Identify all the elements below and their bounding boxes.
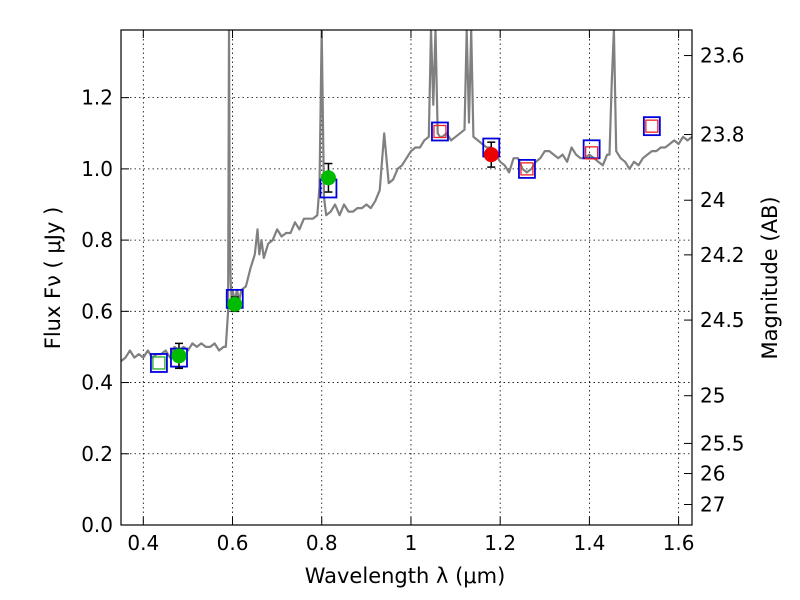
inner-square-marker	[152, 356, 166, 370]
x-tick-label: 1.2	[484, 531, 516, 555]
magnitude-tick-label: 23.8	[700, 123, 745, 147]
x-tick-label: 1.4	[573, 531, 605, 555]
magnitude-tick-label: 23.6	[700, 44, 745, 68]
plot-area	[121, 30, 692, 373]
magnitude-tick-label: 25.5	[700, 431, 745, 455]
inner-square-marker	[584, 146, 599, 160]
y-tick-label: 0.6	[81, 299, 113, 323]
x-axis-label: Wavelength λ (μm)	[305, 564, 506, 588]
spectrum-line	[121, 30, 692, 363]
x-tick-label: 1.6	[663, 531, 695, 555]
inner-square-marker	[433, 124, 447, 139]
y-tick-label: 0.8	[81, 228, 113, 252]
observed-point	[320, 170, 336, 186]
magnitude-tick-label: 24.2	[700, 243, 745, 267]
model-square-marker	[642, 116, 661, 137]
inner-square-marker	[520, 162, 534, 176]
y-tick-label: 1.2	[81, 86, 113, 110]
x-tick-label: 0.6	[217, 531, 249, 555]
model-square-marker	[431, 121, 449, 142]
observed-point	[483, 147, 499, 163]
x-tick-label: 0.8	[306, 531, 338, 555]
model-square-marker	[150, 353, 168, 373]
grid	[121, 30, 692, 526]
inner-square-marker	[645, 119, 659, 133]
magnitude-tick-label: 25	[700, 384, 725, 408]
y-tick-label: 0.2	[81, 442, 113, 466]
plot-frame	[120, 29, 693, 526]
magnitude-tick-label: 27	[700, 493, 725, 517]
y-tick-label: 0.4	[81, 371, 113, 395]
y-axis-label: Flux Fν ( μJy )	[41, 207, 65, 350]
x-tick-label: 0.4	[127, 531, 159, 555]
magnitude-tick-label: 24	[700, 188, 725, 212]
model-square-marker	[518, 158, 536, 179]
observed-point	[227, 296, 243, 312]
x-tick-label: 1	[405, 531, 418, 555]
magnitude-tick-label: 26	[700, 462, 725, 486]
y-tick-label: 1.0	[81, 157, 113, 181]
magnitude-tick-label: 24.5	[700, 308, 745, 332]
y-axis-right-label: Magnitude (AB)	[758, 196, 782, 359]
axes: 0.4 0.6 0.8 1 1.2 1.4 1.6 0.0 0.2 0.4 0.6 0.8 1.0 1.2…	[81, 29, 745, 555]
observed-point	[171, 348, 187, 364]
y-tick-label: 0.0	[81, 513, 113, 537]
